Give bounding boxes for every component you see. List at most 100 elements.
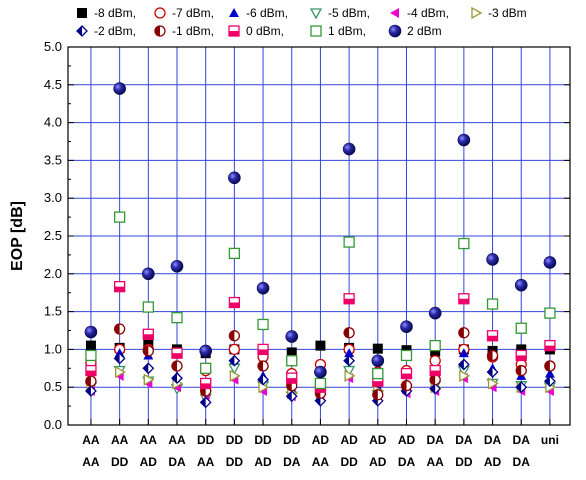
data-point: [428, 306, 442, 320]
data-point: [114, 365, 126, 379]
data-point: [142, 328, 154, 340]
x-tick-label-bottom: AA: [427, 455, 445, 469]
plot-frame: [67, 46, 571, 426]
data-point-fill: [430, 374, 436, 385]
data-point-fill: [258, 361, 264, 372]
x-tick-label-top: AA: [140, 433, 158, 447]
data-point-fill: [430, 370, 441, 376]
y-tick-label: 1.0: [44, 341, 62, 356]
data-point: [371, 354, 385, 368]
data-point: [142, 362, 155, 375]
x-tick-label-top: DA: [513, 433, 531, 447]
data-point: [314, 377, 327, 390]
legend-marker: [154, 25, 166, 37]
legend-marker: [77, 8, 87, 18]
data-point: [544, 360, 556, 372]
data-point-fill: [114, 323, 120, 334]
data-point: [400, 349, 413, 362]
data-point-fill: [229, 355, 235, 366]
data-point: [486, 330, 499, 342]
legend-label: -7 dBm,: [172, 6, 214, 20]
data-point: [457, 358, 470, 371]
data-point: [228, 330, 241, 342]
data-point: [285, 330, 299, 343]
data-point: [342, 142, 356, 156]
data-point: [113, 281, 126, 293]
data-point: [429, 364, 441, 377]
x-tick-label-top: DA: [484, 433, 502, 447]
x-tick-label-bottom: DD: [111, 455, 129, 469]
x-tick-label-bottom: AA: [197, 455, 215, 469]
data-point-fill: [458, 298, 469, 304]
data-point: [429, 355, 441, 367]
y-tick-label: 4.0: [44, 115, 62, 130]
x-tick-label-top: DD: [197, 433, 215, 447]
data-point-fill: [544, 361, 550, 372]
data-point-fill: [487, 335, 498, 341]
data-point: [514, 278, 528, 292]
x-tick-label-top: AA: [168, 433, 186, 447]
data-point: [400, 367, 413, 380]
data-point: [515, 322, 527, 334]
data-point: [486, 253, 499, 266]
data-point: [400, 380, 413, 392]
legend-item: 0 dBm,: [228, 24, 284, 38]
legend-label: -1 dBm,: [172, 24, 214, 38]
legend-label: -2 dBm,: [94, 24, 136, 38]
x-tick-label-top: DD: [226, 433, 244, 447]
data-point: [170, 259, 184, 273]
data-point: [228, 171, 241, 185]
data-point: [171, 360, 183, 372]
data-point: [143, 373, 155, 386]
data-point-fill: [172, 353, 183, 359]
data-point-fill: [200, 397, 206, 408]
data-point: [228, 354, 241, 367]
x-tick-label-top: AD: [398, 433, 416, 447]
data-point-fill: [143, 363, 149, 374]
data-point: [343, 236, 355, 248]
legend-marker-fill: [155, 26, 160, 36]
legend-item: -7 dBm,: [154, 6, 214, 20]
data-point: [487, 377, 499, 390]
legend-item: 1 dBm,: [310, 24, 366, 38]
x-tick-label-bottom: AA: [312, 455, 330, 469]
axes: 0.0 0.5 1.0 1.5 2.0 2.5 3.0 3.5 4.0 4.5 5.0 AA AA AA D…: [44, 39, 571, 469]
legend-marker: [390, 8, 399, 18]
legend-marker-fill: [229, 31, 239, 36]
data-point: [286, 372, 298, 384]
x-tick-label-bottom: AD: [254, 455, 272, 469]
data-point-fill: [85, 385, 91, 396]
data-point: [458, 327, 470, 339]
legend-marker: [228, 25, 240, 37]
x-tick-label-bottom: DD: [226, 455, 244, 469]
data-point-fill: [143, 334, 154, 340]
data-point: [200, 362, 212, 374]
data-point-fill: [229, 330, 235, 341]
legend-marker: [471, 6, 483, 20]
data-point: [85, 385, 97, 397]
data-point: [486, 366, 499, 378]
legend-marker: [76, 25, 88, 37]
data-point-fill: [516, 382, 522, 393]
x-tick-label-top: AD: [340, 433, 358, 447]
data-point-fill: [85, 370, 96, 376]
data-point: [84, 325, 98, 339]
x-tick-label-bottom: AD: [369, 455, 387, 469]
y-tick-label: 1.5: [44, 304, 62, 319]
legend-item: -6 dBm,: [229, 6, 288, 20]
data-point: [257, 360, 269, 372]
data-point-fill: [344, 327, 350, 338]
data-point-fill: [114, 353, 120, 364]
legend: -8 dBm, -7 dBm, -6 dBm, -5 dBm, -4 dBm, -3 dB…: [76, 6, 527, 38]
legend-marker: [229, 8, 239, 17]
data-point-fill: [172, 361, 178, 372]
data-point: [544, 339, 556, 352]
data-point: [113, 323, 126, 335]
data-point: [372, 389, 384, 401]
data-point-fill: [200, 383, 211, 389]
data-point-fill: [372, 381, 383, 387]
data-point: [459, 369, 471, 382]
data-point-fill: [516, 355, 527, 361]
